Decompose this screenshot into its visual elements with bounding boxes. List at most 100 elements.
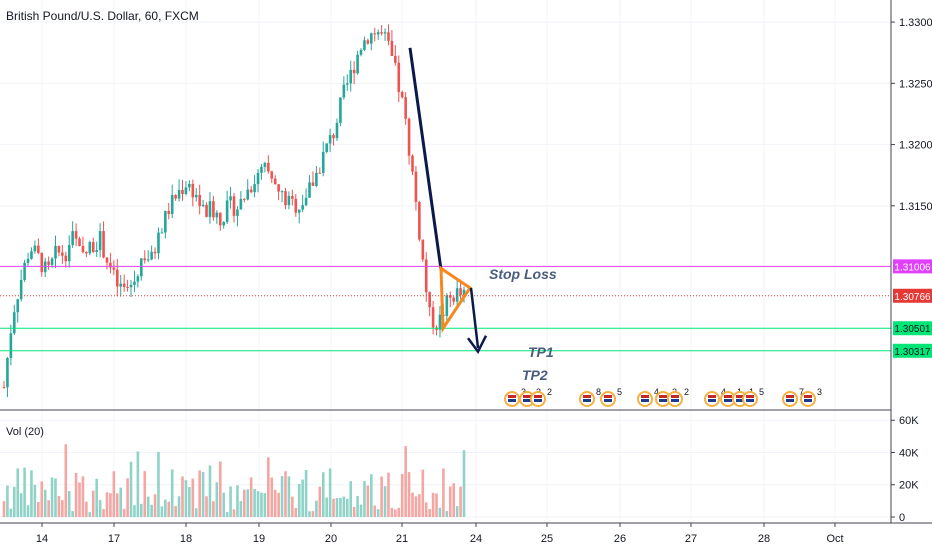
volume-bar: [335, 498, 339, 517]
volume-bar: [325, 497, 328, 517]
volume-bar: [105, 492, 109, 517]
volume-bar: [363, 481, 366, 517]
candle-body: [390, 40, 394, 56]
event-marker[interactable]: 3: [800, 387, 822, 407]
event-marker[interactable]: 5: [600, 387, 622, 407]
candle-body: [232, 196, 236, 216]
volume-bar: [74, 472, 78, 517]
volume-bar: [445, 511, 449, 517]
candle-body: [424, 259, 428, 293]
volume-bar: [448, 486, 452, 517]
candle-body: [397, 62, 401, 92]
volume-bar: [109, 493, 112, 517]
volume-bar: [188, 487, 191, 517]
candle-body: [400, 91, 404, 98]
x-tick-label: 25: [541, 533, 553, 545]
flag-stripe: [786, 399, 794, 402]
volume-bar: [373, 505, 377, 517]
volume-bar: [67, 490, 71, 517]
candle-body: [301, 205, 304, 210]
candle-body: [184, 187, 188, 195]
candle-body: [19, 280, 23, 300]
volume-bar: [167, 501, 171, 517]
candle-body: [315, 172, 318, 186]
candle-body: [263, 162, 267, 167]
volume-bar: [253, 488, 256, 517]
event-marker[interactable]: 2: [530, 387, 552, 407]
candle-body: [140, 258, 143, 277]
volume-bar: [311, 511, 315, 517]
candle-body: [356, 54, 359, 74]
volume-bar: [174, 506, 177, 517]
price-tag-label: 1.30317: [894, 347, 931, 358]
x-tick-label: 21: [396, 533, 408, 545]
x-tick-label: 26: [614, 533, 626, 545]
candle-body: [198, 194, 201, 207]
flag-stripe: [786, 395, 794, 398]
price-tag: [893, 321, 932, 336]
flag-stripe: [583, 395, 591, 398]
volume-bar: [81, 476, 85, 517]
candle-body: [12, 312, 16, 334]
candle-body: [160, 232, 164, 234]
x-tick-label: 27: [685, 533, 697, 545]
candle-body: [201, 204, 205, 207]
candle-body: [61, 252, 64, 256]
x-tick-label: 17: [108, 533, 120, 545]
candle-body: [411, 155, 414, 172]
candle-body: [67, 245, 71, 262]
event-marker[interactable]: 4: [704, 387, 726, 407]
candle-body: [64, 255, 68, 262]
candle-body: [78, 238, 81, 246]
x-tick-label: 14: [36, 533, 48, 545]
volume-bar: [232, 509, 236, 517]
candle-body: [438, 314, 442, 330]
event-marker[interactable]: 2: [667, 387, 689, 407]
flag-stripe: [671, 395, 679, 398]
candle-body: [373, 33, 377, 35]
volume-bar: [88, 512, 92, 517]
volume-bar: [61, 500, 64, 517]
event-marker[interactable]: 7: [782, 387, 804, 407]
event-marker[interactable]: 4: [637, 387, 659, 407]
candle-body: [74, 231, 78, 239]
volume-bar: [78, 482, 81, 517]
volume-bar: [140, 503, 143, 517]
volume-bar: [43, 489, 47, 517]
volume-bar: [33, 484, 37, 517]
volume-bar: [54, 478, 57, 517]
event-marker[interactable]: 5: [742, 387, 764, 407]
x-tick-label: Oct: [826, 533, 843, 545]
volume-bar: [57, 496, 61, 517]
volume-bar: [404, 446, 407, 517]
volume-bar: [308, 511, 311, 517]
candle-body: [277, 184, 280, 192]
candle-body: [321, 151, 325, 173]
candle-body: [383, 32, 387, 34]
flag-stripe: [534, 399, 542, 402]
volume-bar: [146, 496, 150, 517]
flag-stripe: [804, 395, 812, 398]
volume-bar: [376, 509, 380, 517]
event-count: 5: [759, 387, 764, 397]
volume-bar: [352, 506, 356, 517]
volume-bar: [383, 486, 387, 517]
volume-bar: [191, 478, 195, 517]
volume-bar: [242, 489, 246, 517]
candle-body: [297, 209, 301, 213]
volume-bar: [442, 468, 445, 517]
candle-body: [222, 222, 226, 226]
candle-body: [452, 297, 456, 302]
candle-body: [359, 49, 363, 55]
candle-body: [47, 261, 50, 265]
event-marker[interactable]: 8: [579, 387, 601, 407]
volume-bar: [2, 501, 6, 517]
flag-stripe: [724, 399, 732, 402]
candle-body: [284, 191, 287, 206]
candle-body: [318, 172, 322, 174]
volume-bar: [370, 474, 373, 517]
volume-bar: [277, 492, 280, 517]
candle-body: [191, 183, 195, 198]
